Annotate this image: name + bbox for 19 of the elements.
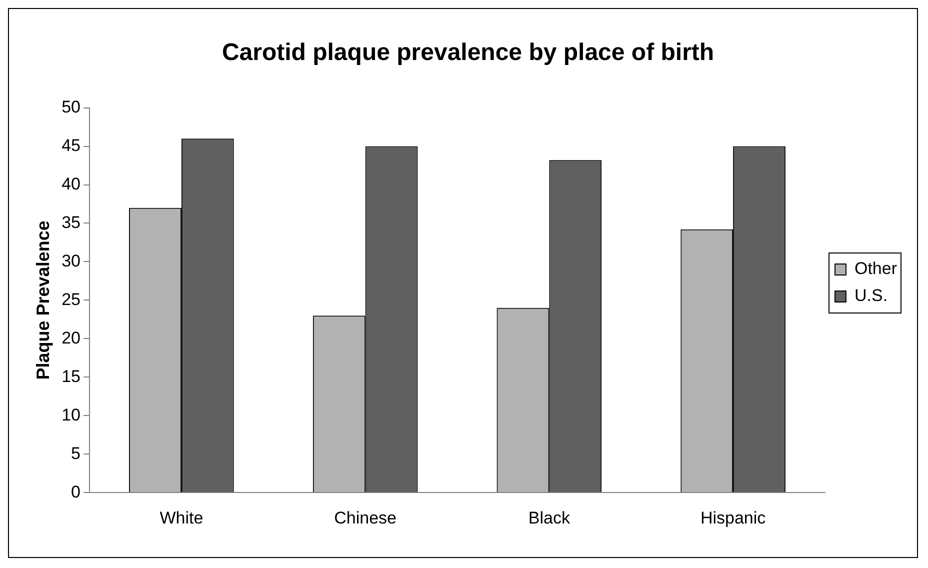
y-tick-label: 5 xyxy=(71,444,81,463)
y-tick-label: 30 xyxy=(62,251,81,270)
x-tick-label: Hispanic xyxy=(700,508,766,528)
x-tick-label: Chinese xyxy=(334,508,396,528)
y-tick-label: 15 xyxy=(62,366,81,386)
x-tick-label: White xyxy=(160,508,204,528)
legend-label: U.S. xyxy=(854,286,888,306)
legend-label: Other xyxy=(854,259,898,278)
y-tick-label: 10 xyxy=(62,405,81,424)
y-tick-label: 20 xyxy=(62,328,81,348)
x-tick-label: Black xyxy=(528,508,570,528)
y-tick-label: 35 xyxy=(62,212,81,232)
y-tick-label: 40 xyxy=(62,174,81,194)
y-tick-label: 45 xyxy=(62,136,81,155)
y-tick-label: 25 xyxy=(62,290,81,309)
y-tick-label: 50 xyxy=(62,97,81,116)
chart-title: Carotid plaque prevalence by place of birth xyxy=(222,39,714,66)
y-tick-label: 0 xyxy=(71,482,81,502)
y-axis-title: Plaque Prevalence xyxy=(32,220,53,380)
